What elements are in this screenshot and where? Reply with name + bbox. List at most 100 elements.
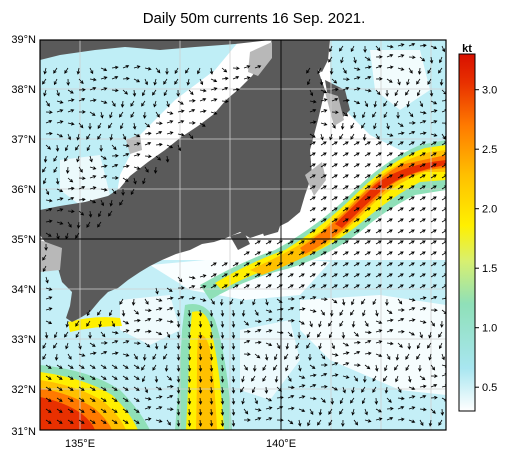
current-arrow [111, 320, 116, 328]
current-arrow [339, 133, 344, 140]
current-arrow [232, 66, 240, 70]
current-arrow [45, 276, 49, 284]
current-arrow [353, 56, 357, 64]
current-arrow [320, 297, 328, 301]
current-arrow [89, 419, 96, 424]
current-arrow [254, 417, 262, 421]
current-arrow [386, 133, 394, 137]
current-arrow [220, 386, 225, 394]
current-arrow [45, 110, 53, 114]
current-arrow [364, 207, 371, 212]
current-arrow [210, 298, 215, 305]
current-arrow [210, 78, 218, 83]
current-arrow [408, 331, 415, 336]
current-arrow [328, 56, 333, 63]
current-arrow [44, 243, 48, 251]
current-arrow [186, 78, 191, 86]
current-arrow [441, 152, 446, 157]
current-arrow [397, 406, 405, 410]
current-arrow [438, 342, 443, 350]
current-arrow [386, 341, 394, 346]
current-arrow [329, 45, 333, 53]
current-arrow [111, 144, 117, 151]
current-arrow [75, 320, 80, 327]
current-arrow [353, 207, 360, 212]
current-arrow [331, 373, 339, 377]
current-arrow [166, 287, 173, 292]
current-arrow [220, 353, 225, 361]
current-arrow [364, 251, 371, 256]
current-arrow [383, 375, 388, 382]
current-arrow [177, 276, 183, 283]
current-arrow [331, 196, 338, 201]
current-arrow [209, 342, 214, 350]
current-arrow [243, 320, 250, 326]
current-arrow [220, 397, 225, 405]
current-arrow [397, 417, 405, 422]
current-arrow [441, 218, 446, 223]
current-arrow [65, 342, 69, 350]
current-arrow [397, 152, 404, 157]
current-arrow [397, 273, 404, 278]
current-arrow [408, 386, 416, 390]
current-arrow [374, 397, 379, 405]
current-arrow [231, 342, 236, 350]
current-arrow [109, 133, 114, 141]
current-arrow [429, 56, 434, 64]
current-arrow [98, 320, 103, 328]
current-arrow [122, 364, 129, 369]
current-arrow [89, 386, 96, 391]
current-arrow [386, 141, 393, 146]
current-arrow [119, 199, 124, 206]
current-arrow [89, 175, 97, 179]
current-arrow [331, 174, 338, 179]
current-arrow [144, 342, 151, 348]
current-arrow [342, 342, 350, 347]
current-arrow [385, 298, 389, 306]
current-arrow [441, 133, 446, 140]
current-arrow [264, 386, 269, 394]
current-arrow [405, 89, 410, 96]
current-arrow [397, 218, 404, 223]
current-arrow [67, 408, 74, 413]
current-arrow [350, 122, 355, 129]
current-arrow [397, 396, 405, 401]
current-arrow [133, 375, 140, 380]
current-arrow [153, 166, 158, 174]
current-arrow [407, 375, 412, 383]
current-arrow [342, 152, 349, 157]
current-arrow [89, 87, 97, 91]
current-arrow [177, 100, 184, 105]
current-arrow [340, 122, 345, 130]
current-arrow [353, 340, 361, 345]
colorbar-tick-label: 2.0 [482, 204, 497, 216]
current-arrow [56, 133, 64, 138]
current-arrow [375, 89, 381, 96]
current-arrow [408, 152, 415, 157]
current-arrow [309, 218, 316, 223]
current-arrow [45, 131, 53, 136]
current-arrow [188, 296, 196, 301]
current-arrow [408, 251, 415, 256]
current-arrow [298, 240, 305, 245]
current-arrow [154, 342, 159, 350]
current-arrow [220, 309, 225, 317]
current-arrow [133, 142, 141, 146]
current-arrow [66, 78, 70, 86]
current-arrow [419, 218, 426, 223]
current-arrow [177, 296, 185, 300]
current-arrow [122, 320, 130, 325]
current-arrow [243, 284, 250, 289]
current-arrow [353, 76, 361, 80]
lat-label-31: 31°N [11, 426, 36, 438]
current-arrow [386, 397, 392, 403]
current-vectors [42, 43, 446, 427]
current-arrow [108, 210, 113, 217]
current-arrow [133, 78, 141, 83]
current-arrow [309, 240, 316, 245]
current-arrow [441, 121, 446, 125]
lat-label-32: 32°N [11, 384, 36, 396]
current-arrow [364, 196, 371, 201]
current-arrow [100, 341, 108, 345]
current-arrow [89, 111, 96, 116]
